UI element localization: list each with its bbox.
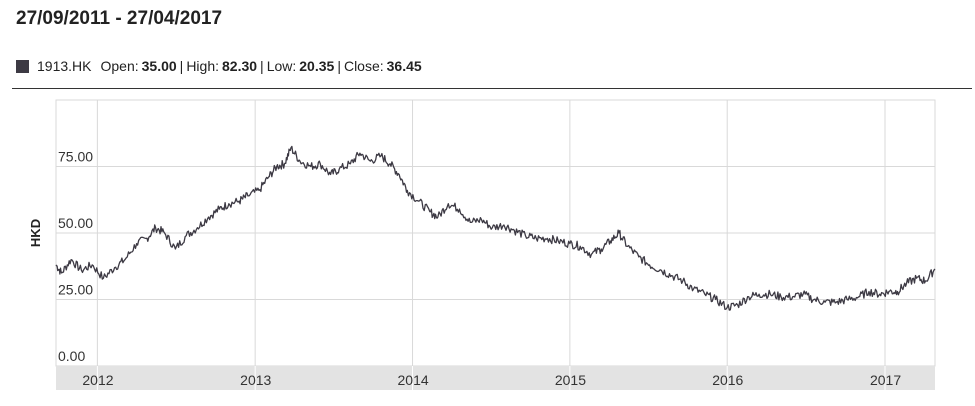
low-value: 20.35 xyxy=(299,58,335,74)
y-axis-title: HKD xyxy=(28,219,43,247)
x-tick-label: 2014 xyxy=(398,372,429,388)
chart-legend: 1913.HK Open: 35.00 | High: 82.30 | Low:… xyxy=(16,58,422,74)
open-value: 35.00 xyxy=(141,58,177,74)
x-tick-label: 2013 xyxy=(240,372,271,388)
legend-ticker: 1913.HK xyxy=(37,58,92,74)
legend-separator: | xyxy=(337,58,341,74)
page-title: 27/09/2011 - 27/04/2017 xyxy=(16,8,223,29)
high-label: High: xyxy=(186,58,219,74)
close-label: Close: xyxy=(343,58,384,74)
y-tick-label: 50.00 xyxy=(58,215,93,231)
legend-separator: | xyxy=(179,58,184,74)
y-tick-label: 0.00 xyxy=(58,348,85,364)
x-tick-label: 2016 xyxy=(712,372,743,388)
high-value: 82.30 xyxy=(222,58,258,74)
legend-separator: | xyxy=(260,58,264,74)
x-tick-label: 2017 xyxy=(870,372,901,388)
low-label: Low: xyxy=(266,58,297,74)
series-line-1913.HK xyxy=(55,145,936,311)
x-axis-band xyxy=(56,366,935,390)
y-tick-label: 25.00 xyxy=(58,282,93,298)
close-value: 36.45 xyxy=(386,58,422,74)
legend-swatch xyxy=(16,59,29,73)
open-label: Open: xyxy=(100,58,139,74)
header-divider xyxy=(12,88,972,89)
y-tick-label: 75.00 xyxy=(58,149,93,165)
x-tick-label: 2012 xyxy=(82,372,113,388)
x-tick-label: 2015 xyxy=(555,372,586,388)
